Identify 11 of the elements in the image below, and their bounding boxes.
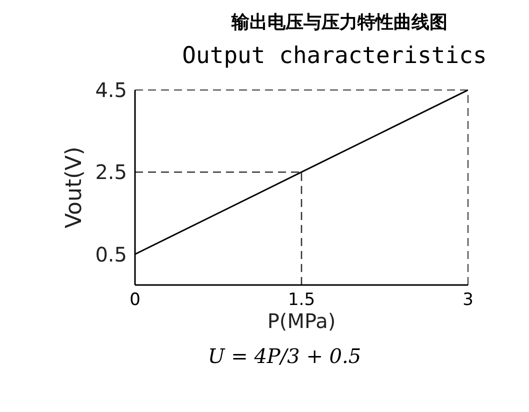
text: U = 4P/3 + 0.5 xyxy=(206,344,362,368)
x-tick-label: 1.5 xyxy=(288,290,316,310)
y-tick-label: 0.5 xyxy=(95,242,127,266)
x-tick-label: 0 xyxy=(130,290,140,310)
y-axis-title: Vout(V) xyxy=(62,146,87,228)
x-tick-label: 3 xyxy=(462,290,474,310)
y-tick-label: 4.5 xyxy=(95,78,127,102)
chart-title: 输出电压与压力特性曲线图 xyxy=(230,11,448,35)
chart-subtitle: Output characteristics xyxy=(181,42,488,71)
x-axis-title: P(MPa) xyxy=(267,309,336,333)
y-tick-label: 2.5 xyxy=(95,160,127,184)
